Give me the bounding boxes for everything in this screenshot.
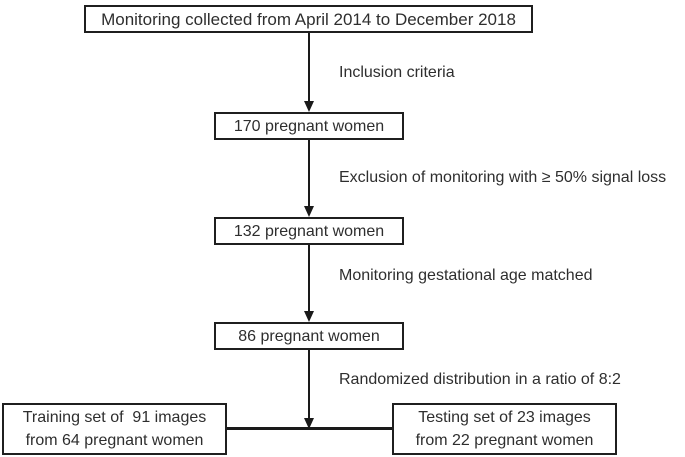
flow-box-testing-line1: Testing set of 23 images	[418, 409, 591, 426]
flow-box-170-label: 170 pregnant women	[233, 117, 385, 135]
flow-box-source: Monitoring collected from April 2014 to …	[84, 5, 533, 33]
flow-box-132: 132 pregnant women	[214, 217, 404, 245]
flow-box-86: 86 pregnant women	[214, 322, 404, 350]
arrow-line-1	[308, 33, 310, 101]
flow-box-training-line1: Training set of 91 images	[22, 409, 207, 426]
edge-label-inclusion: Inclusion criteria	[339, 64, 455, 81]
flow-box-170: 170 pregnant women	[214, 112, 404, 140]
arrow-line-2	[308, 140, 310, 206]
flow-box-source-label: Monitoring collected from April 2014 to …	[101, 9, 516, 29]
arrowhead-down-icon	[304, 418, 314, 429]
arrow-line-3	[308, 245, 310, 311]
arrowhead-down-icon	[304, 101, 314, 112]
arrow-line-4	[308, 350, 310, 418]
edge-label-matched: Monitoring gestational age matched	[339, 267, 593, 284]
flow-box-testing-line2: from 22 pregnant women	[415, 432, 594, 449]
flow-box-training: Training set of 91 images from 64 pregna…	[2, 403, 227, 455]
connector-line	[227, 427, 392, 430]
arrowhead-down-icon	[304, 206, 314, 217]
flow-box-132-label: 132 pregnant women	[233, 222, 385, 240]
flow-box-training-line2: from 64 pregnant women	[25, 432, 204, 449]
flow-box-86-label: 86 pregnant women	[238, 327, 380, 345]
edge-label-randomized: Randomized distribution in a ratio of 8:…	[339, 371, 621, 388]
flow-box-testing: Testing set of 23 images from 22 pregnan…	[392, 403, 617, 455]
arrowhead-down-icon	[304, 311, 314, 322]
edge-label-exclusion: Exclusion of monitoring with ≥ 50% signa…	[339, 169, 667, 186]
